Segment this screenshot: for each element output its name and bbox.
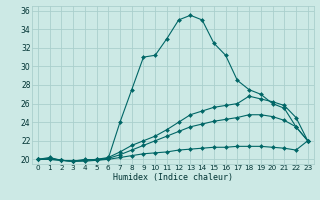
- X-axis label: Humidex (Indice chaleur): Humidex (Indice chaleur): [113, 173, 233, 182]
